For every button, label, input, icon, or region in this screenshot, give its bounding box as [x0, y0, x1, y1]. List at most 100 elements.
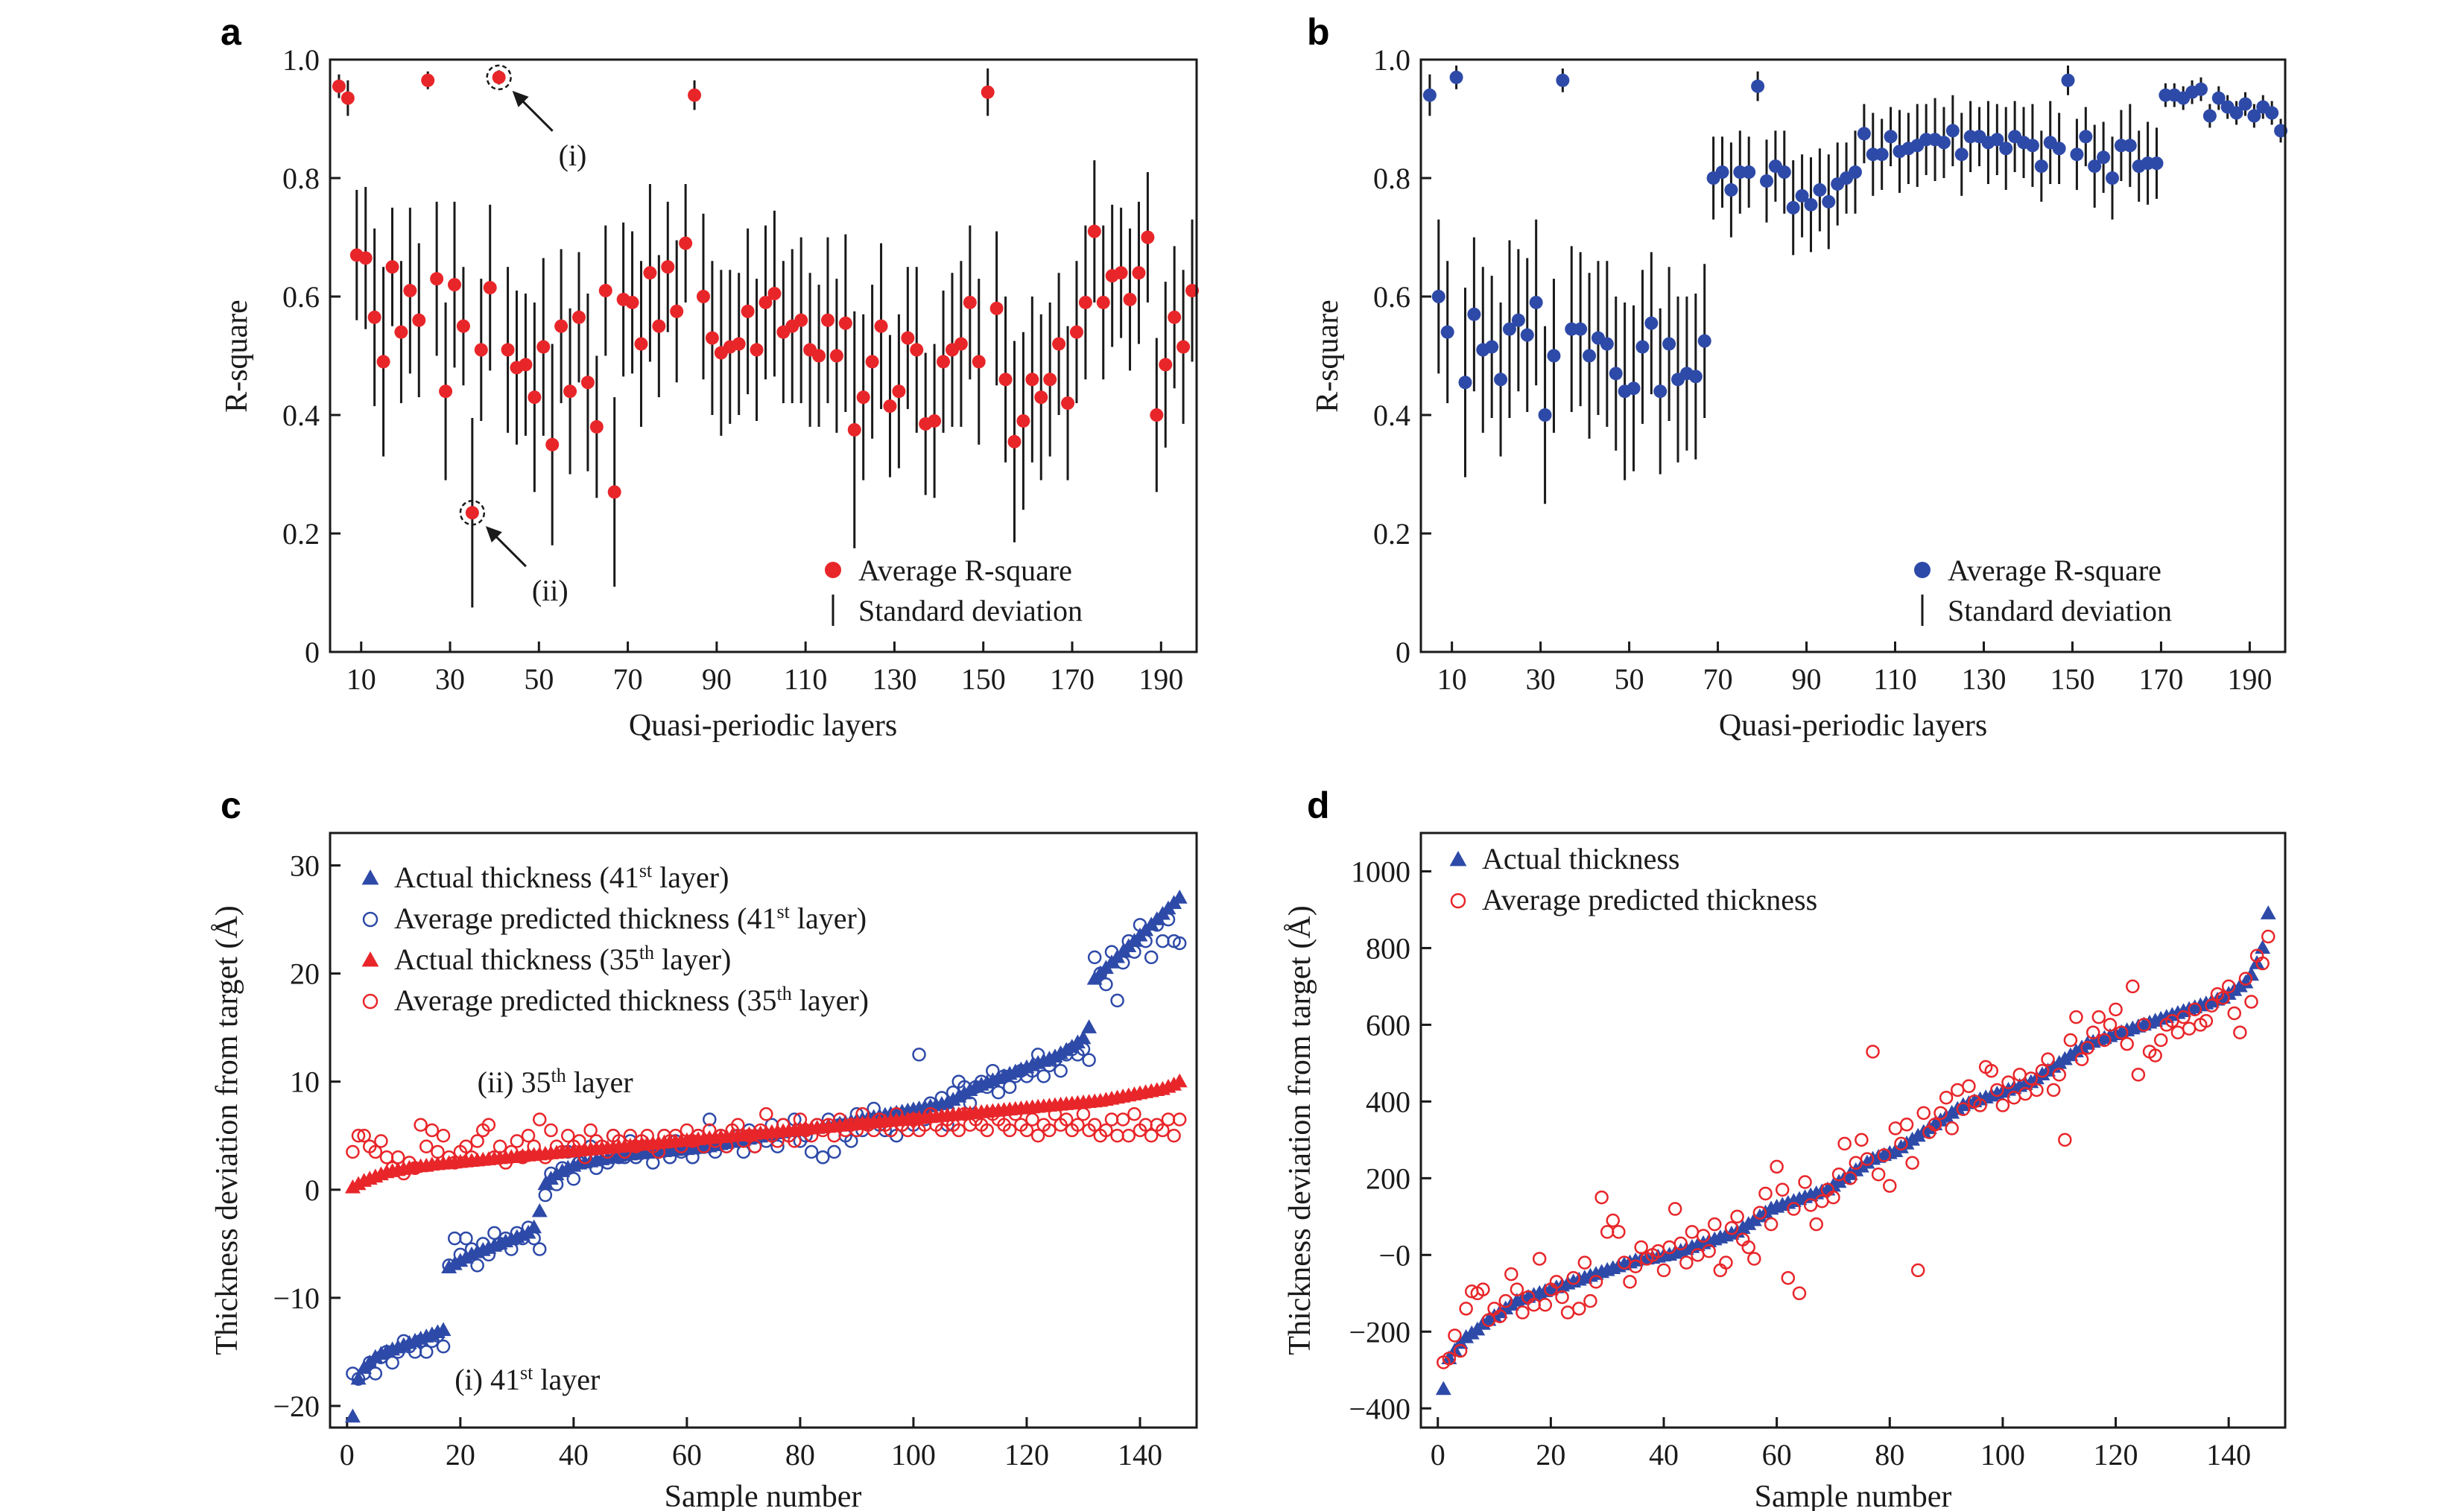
panel-d-data-point [2120, 1036, 2134, 1051]
panel-b-y-axis-label: R-square [1311, 300, 1345, 413]
panel-c-data-point [436, 1129, 451, 1143]
panel-c-data-point [651, 1144, 666, 1159]
panel-c-data-point [414, 1118, 428, 1132]
panel-d-data-point [2074, 1052, 2089, 1067]
panel-a-annotation-label: (i) [559, 139, 587, 172]
panel-a-data-point [563, 384, 577, 399]
panel-b-data-point [1795, 189, 1809, 203]
panel-c-data-point [1172, 1112, 1187, 1127]
panel-d-data-point [1871, 1167, 1886, 1182]
panel-a-annotation-arrowhead [512, 90, 529, 107]
panel-d-y-axis-label: Thickness deviation from target (Å) [1283, 905, 1317, 1355]
panel-a-data-point [528, 390, 542, 405]
panel-a-data-point [679, 236, 693, 250]
panel-a-data-point [998, 373, 1013, 387]
panel-d-data-point [1787, 1202, 1801, 1216]
panel-d-data-point [1775, 1182, 1790, 1197]
panel-a-y-tick-label: 0 [305, 636, 320, 669]
panel-b-data-point [1697, 334, 1711, 348]
panel-c-data-point [351, 1129, 366, 1143]
panel-a-data-point [865, 355, 879, 369]
panel-d-data-point [1956, 1102, 1971, 1116]
panel-c-y-tick-label: 30 [290, 849, 320, 883]
panel-a-data-point [536, 340, 551, 354]
panel-c-x-tick-label: 20 [446, 1438, 475, 1472]
panel-d-data-point [1809, 1217, 1823, 1232]
panel-d-data-point [1899, 1118, 1914, 1132]
panel-c-data-point [1156, 1123, 1170, 1138]
panel-d-data-point [2041, 1052, 2055, 1067]
panel-b-data-point [1724, 183, 1738, 197]
panel-a-data-point [661, 260, 675, 274]
panel-d-data-point [1984, 1063, 1999, 1078]
panel-b-data-point [1813, 183, 1827, 197]
panel-a-data-point [981, 85, 995, 99]
panel-c-data-point [714, 1129, 728, 1143]
panel-c-data-point [521, 1129, 536, 1143]
panel-c-data-point [1127, 1106, 1141, 1121]
panel-d-data-point [1441, 1350, 1457, 1365]
panel-b-data-point [2106, 171, 2119, 185]
panel-d-data-point [1843, 1171, 1857, 1185]
panel-c-data-point [827, 1144, 841, 1159]
panel-c-data-point [470, 1258, 484, 1273]
panel-c-data-point [912, 1048, 926, 1062]
panel-d-data-point [1741, 1240, 1755, 1255]
panel-a-data-point [634, 337, 648, 351]
panel-c-data-point [419, 1139, 434, 1154]
panel-c-data-point [504, 1144, 519, 1159]
panel-c-x-tick-label: 40 [559, 1438, 589, 1472]
panel-b: b 10 30 50 70 90 110 130 150 170 190 0 0.2 0.4 0.6 0.8… [1307, 11, 2288, 743]
panel-d-data-point [2176, 1010, 2191, 1024]
panel-c-data-point [640, 1129, 654, 1143]
panel-b-x-tick-label: 170 [2138, 662, 2183, 696]
panel-b-data-point [1954, 148, 1969, 162]
panel-c-data-point [436, 1339, 451, 1354]
panel-c-data-point [906, 1112, 921, 1127]
panel-a-data-point [385, 260, 399, 274]
panel-a-legend-marker-point [825, 562, 841, 578]
panel-c-data-point [889, 1106, 904, 1121]
panel-c-data-point [555, 1144, 569, 1159]
panel-b-x-tick-label: 110 [1873, 662, 1917, 696]
panel-b-data-point [1857, 127, 1871, 141]
panel-d-data-point [1668, 1202, 1682, 1216]
panel-a-data-point [519, 358, 533, 372]
panel-d-data-point [2114, 1025, 2129, 1039]
panel-c-annotation-label: (ii) 35th layer [478, 1065, 633, 1100]
panel-d-data-point [2233, 1025, 2247, 1039]
panel-a-legend: Average R-square Standard deviation [825, 554, 1083, 627]
panel-a-data-point [1150, 408, 1164, 422]
panel-c-x-tick-label: 80 [785, 1438, 815, 1472]
panel-b-x-tick-label: 150 [2050, 662, 2094, 696]
panel-c-data-point [719, 1139, 734, 1154]
panel-b-data-point [1786, 200, 1800, 215]
panel-c-y-tick-label: −10 [273, 1282, 320, 1315]
panel-c-data-point [1121, 934, 1136, 948]
panel-d-data-point [2097, 1033, 2112, 1048]
panel-c-data-point [1036, 1069, 1051, 1083]
panel-a-data-point [1132, 266, 1146, 280]
panel-b-data-point [2061, 73, 2075, 87]
panel-d-y-tick-label: 800 [1366, 931, 1410, 965]
panel-b-data-point [2211, 91, 2226, 105]
panel-b-data-point [1999, 142, 2013, 156]
panel-c-data-point [946, 1085, 960, 1100]
panel-a-data-point [589, 419, 604, 434]
panel-b-legend-label-average: Average R-square [1948, 554, 2161, 587]
panel-a-annotation-ring [486, 64, 512, 91]
panel-b-data-point [1467, 307, 1481, 321]
panel-d-data-point [1752, 1206, 1767, 1220]
panel-a-data-point [571, 310, 586, 324]
panel-d-data-point [2199, 1014, 2214, 1028]
panel-b-data-point [1804, 197, 1818, 212]
panel-b-data-point [1609, 367, 1623, 381]
panel-c-data-point [612, 1134, 626, 1148]
panel-a-data-point [652, 319, 666, 333]
panel-b-data-point [1635, 340, 1650, 354]
panel-d-data-point [1628, 1259, 1643, 1274]
panel-d-data-point [2126, 979, 2140, 994]
panel-b-data-point [2052, 142, 2066, 156]
panel-c-data-point [691, 1129, 706, 1143]
panel-d-data-point [1855, 1133, 1869, 1147]
